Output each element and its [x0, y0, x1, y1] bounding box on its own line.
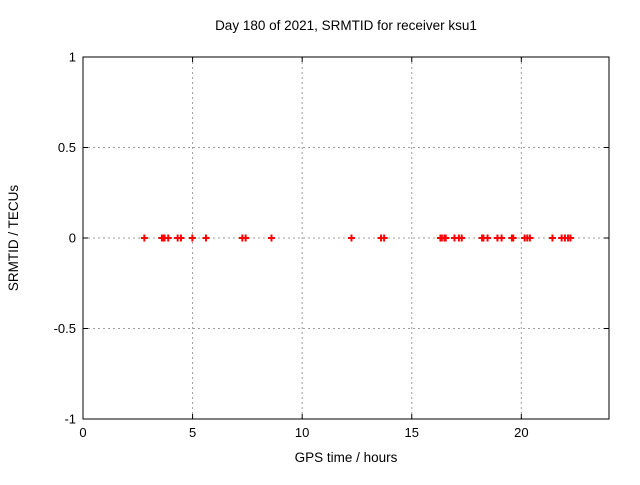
y-tick-label: -0.5	[54, 321, 76, 336]
data-point-plus	[242, 234, 250, 242]
data-point-plus	[202, 234, 210, 242]
data-point-plus	[442, 234, 450, 242]
data-point-plus	[548, 234, 556, 242]
data-point-plus	[188, 234, 196, 242]
y-tick-label: -1	[64, 412, 76, 427]
data-point-plus	[347, 234, 355, 242]
data-point-plus	[498, 234, 506, 242]
x-axis-label: GPS time / hours	[295, 450, 398, 465]
data-point-plus	[566, 234, 574, 242]
data-point-plus	[164, 234, 172, 242]
data-point-plus	[380, 234, 388, 242]
y-axis-label: SRMTID / TECUs	[6, 185, 21, 292]
x-tick-label: 20	[514, 425, 528, 440]
data-point-plus	[177, 234, 185, 242]
data-points	[140, 234, 574, 242]
data-point-plus	[484, 234, 492, 242]
y-tick-label: 0.5	[58, 140, 76, 155]
data-point-plus	[526, 234, 534, 242]
data-point-plus	[458, 234, 466, 242]
x-tick-label: 15	[405, 425, 419, 440]
tick-labels: 0 5 10 15 20 1 0.5 0 -0.5 -1	[54, 50, 529, 441]
plot-border	[82, 56, 610, 420]
chart-title: Day 180 of 2021, SRMTID for receiver ksu…	[215, 18, 477, 33]
y-tick-label: 1	[69, 50, 76, 65]
x-tick-label: 5	[189, 425, 196, 440]
x-tick-label: 10	[295, 425, 309, 440]
x-tick-label: 0	[79, 425, 86, 440]
data-point-plus	[140, 234, 148, 242]
data-point-plus	[509, 234, 517, 242]
data-point-plus	[267, 234, 275, 242]
y-tick-label: 0	[69, 231, 76, 246]
